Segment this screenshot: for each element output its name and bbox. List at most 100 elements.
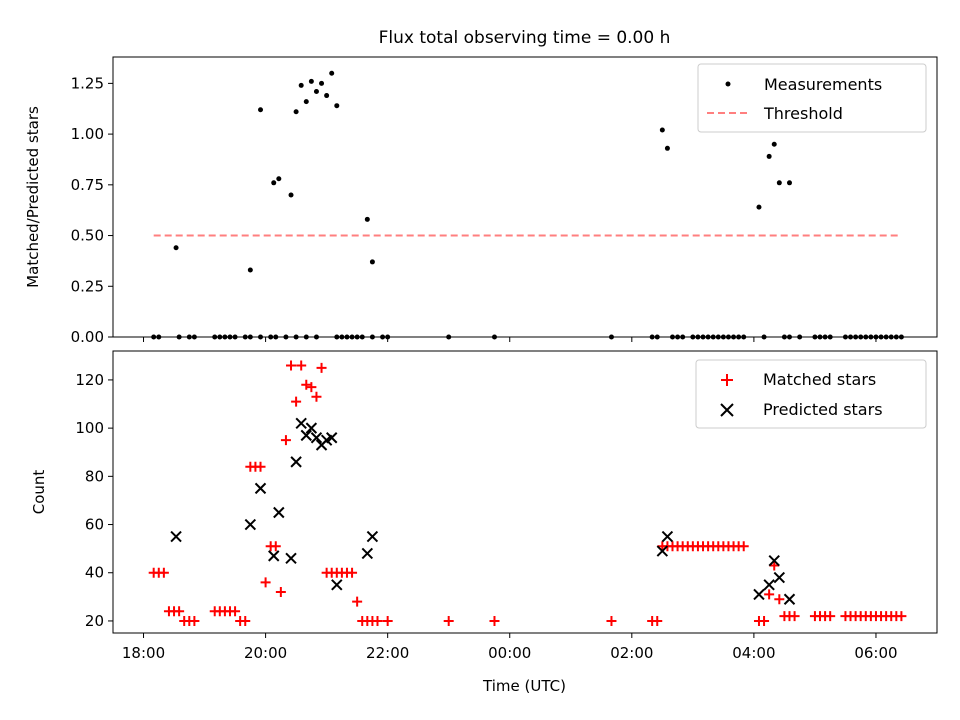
predicted-star-point: [773, 571, 786, 584]
y-tick-label: 100: [75, 419, 104, 437]
measurement-point: [313, 88, 319, 94]
legend-label-threshold: Threshold: [763, 104, 843, 123]
predicted-star-point: [300, 429, 312, 442]
matched-star-point: [240, 615, 251, 626]
matched-star-point: [372, 615, 383, 626]
legend-marker-matched: [721, 374, 733, 386]
predicted-star-point: [305, 422, 318, 434]
measurement-point: [288, 192, 294, 198]
ratio-legend: Measurements Threshold: [697, 63, 927, 133]
measurement-point: [271, 180, 277, 186]
measurement-point: [334, 103, 340, 109]
matched-star-point: [255, 461, 266, 472]
predicted-star-point: [326, 432, 338, 444]
count-legend-box: [695, 359, 927, 429]
y-tick-label: 120: [75, 371, 104, 389]
predicted-star-point: [290, 456, 302, 468]
ratio-plot-frame: [112, 56, 938, 338]
matched-star-point: [286, 360, 297, 371]
matched-star-point: [769, 560, 780, 571]
ratio-y-axis-label: Matched/Predicted stars: [24, 106, 42, 288]
measurement-point: [664, 145, 670, 151]
y-tick-label: 60: [85, 516, 104, 534]
matched-star-point: [825, 611, 836, 622]
y-tick-label: 0.00: [71, 328, 104, 346]
x-tick-label: 00:00: [488, 644, 531, 662]
matched-star-point: [270, 541, 281, 552]
y-tick-label: 0.50: [71, 227, 104, 245]
matched-star-point: [296, 360, 307, 371]
x-axis-label: Time (UTC): [482, 677, 566, 695]
count-plot-frame: [112, 350, 938, 634]
x-tick-label: 18:00: [122, 644, 165, 662]
predicted-star-point: [310, 432, 323, 444]
predicted-star-point: [254, 482, 267, 495]
count-y-axis-label: Count: [30, 470, 48, 515]
measurement-point: [786, 180, 792, 186]
matched-star-point: [189, 615, 200, 626]
predicted-star-point: [273, 506, 285, 519]
matched-star-point: [606, 615, 617, 626]
y-tick-label: 0.75: [71, 176, 104, 194]
matched-star-point: [280, 435, 291, 446]
measurement-point: [276, 176, 282, 182]
matched-star-point: [764, 589, 775, 600]
predicted-star-point: [763, 579, 775, 591]
matched-star-point: [896, 611, 907, 622]
ratio-panel: 0.00 0.25 0.50 0.75 1.00 1.25 Matched/Predict…: [24, 56, 938, 346]
matched-star-point: [260, 577, 271, 588]
matched-star-point: [347, 567, 358, 578]
measurement-point: [329, 70, 335, 76]
matched-star-point: [301, 379, 312, 390]
predicted-star-point: [285, 552, 297, 564]
measurement-point: [173, 245, 179, 251]
measurement-point: [324, 93, 330, 99]
matched-star-point: [489, 615, 500, 626]
measurement-point: [308, 78, 314, 84]
measurement-point: [303, 99, 309, 105]
count-panel: 20 40 60 80 100 120 18:00 20:00 22:00 00:00 02:00 0…: [30, 350, 938, 662]
matched-star-point: [316, 362, 327, 373]
measurement-point: [298, 82, 304, 88]
measurement-point: [659, 127, 665, 133]
matched-star-point: [382, 615, 393, 626]
legend-label-matched: Matched stars: [763, 370, 876, 389]
predicted-star-point: [361, 547, 374, 560]
matched-star-point: [352, 596, 363, 607]
y-tick-label: 40: [85, 564, 104, 582]
matched-star-point: [774, 594, 785, 605]
predicted-star-point: [366, 530, 379, 543]
measurement-point: [756, 204, 762, 210]
predicted-star-point: [783, 593, 796, 605]
measurement-point: [364, 216, 370, 222]
legend-label-predicted: Predicted stars: [763, 400, 883, 419]
measurement-point: [766, 153, 772, 159]
chart-title: Flux total observing time = 0.00 h: [379, 28, 671, 48]
matched-star-point: [311, 391, 322, 402]
measurement-point: [258, 107, 264, 113]
matched-star-point: [738, 541, 749, 552]
matched-star-point: [443, 615, 454, 626]
matched-star-point: [306, 382, 317, 393]
matched-star-point: [652, 615, 663, 626]
y-tick-label: 20: [85, 612, 104, 630]
predicted-star-point: [331, 579, 343, 591]
matched-star-point: [291, 396, 302, 407]
predicted-star-point: [244, 518, 257, 531]
matched-star-point: [230, 606, 241, 617]
measurement-point: [247, 267, 253, 273]
legend-label-measurements: Measurements: [764, 75, 882, 94]
y-tick-label: 80: [85, 467, 104, 485]
measurement-point: [293, 109, 299, 115]
legend-marker-measurements: [725, 81, 731, 87]
predicted-star-point: [268, 550, 280, 562]
matched-star-point: [275, 587, 286, 598]
ratio-legend-box: [697, 63, 927, 133]
matched-star-point: [158, 567, 169, 578]
predicted-star-point: [768, 554, 780, 567]
predicted-star-point: [661, 530, 674, 543]
predicted-star-point: [170, 530, 182, 543]
matched-star-point: [174, 606, 185, 617]
measurement-point: [776, 180, 782, 186]
